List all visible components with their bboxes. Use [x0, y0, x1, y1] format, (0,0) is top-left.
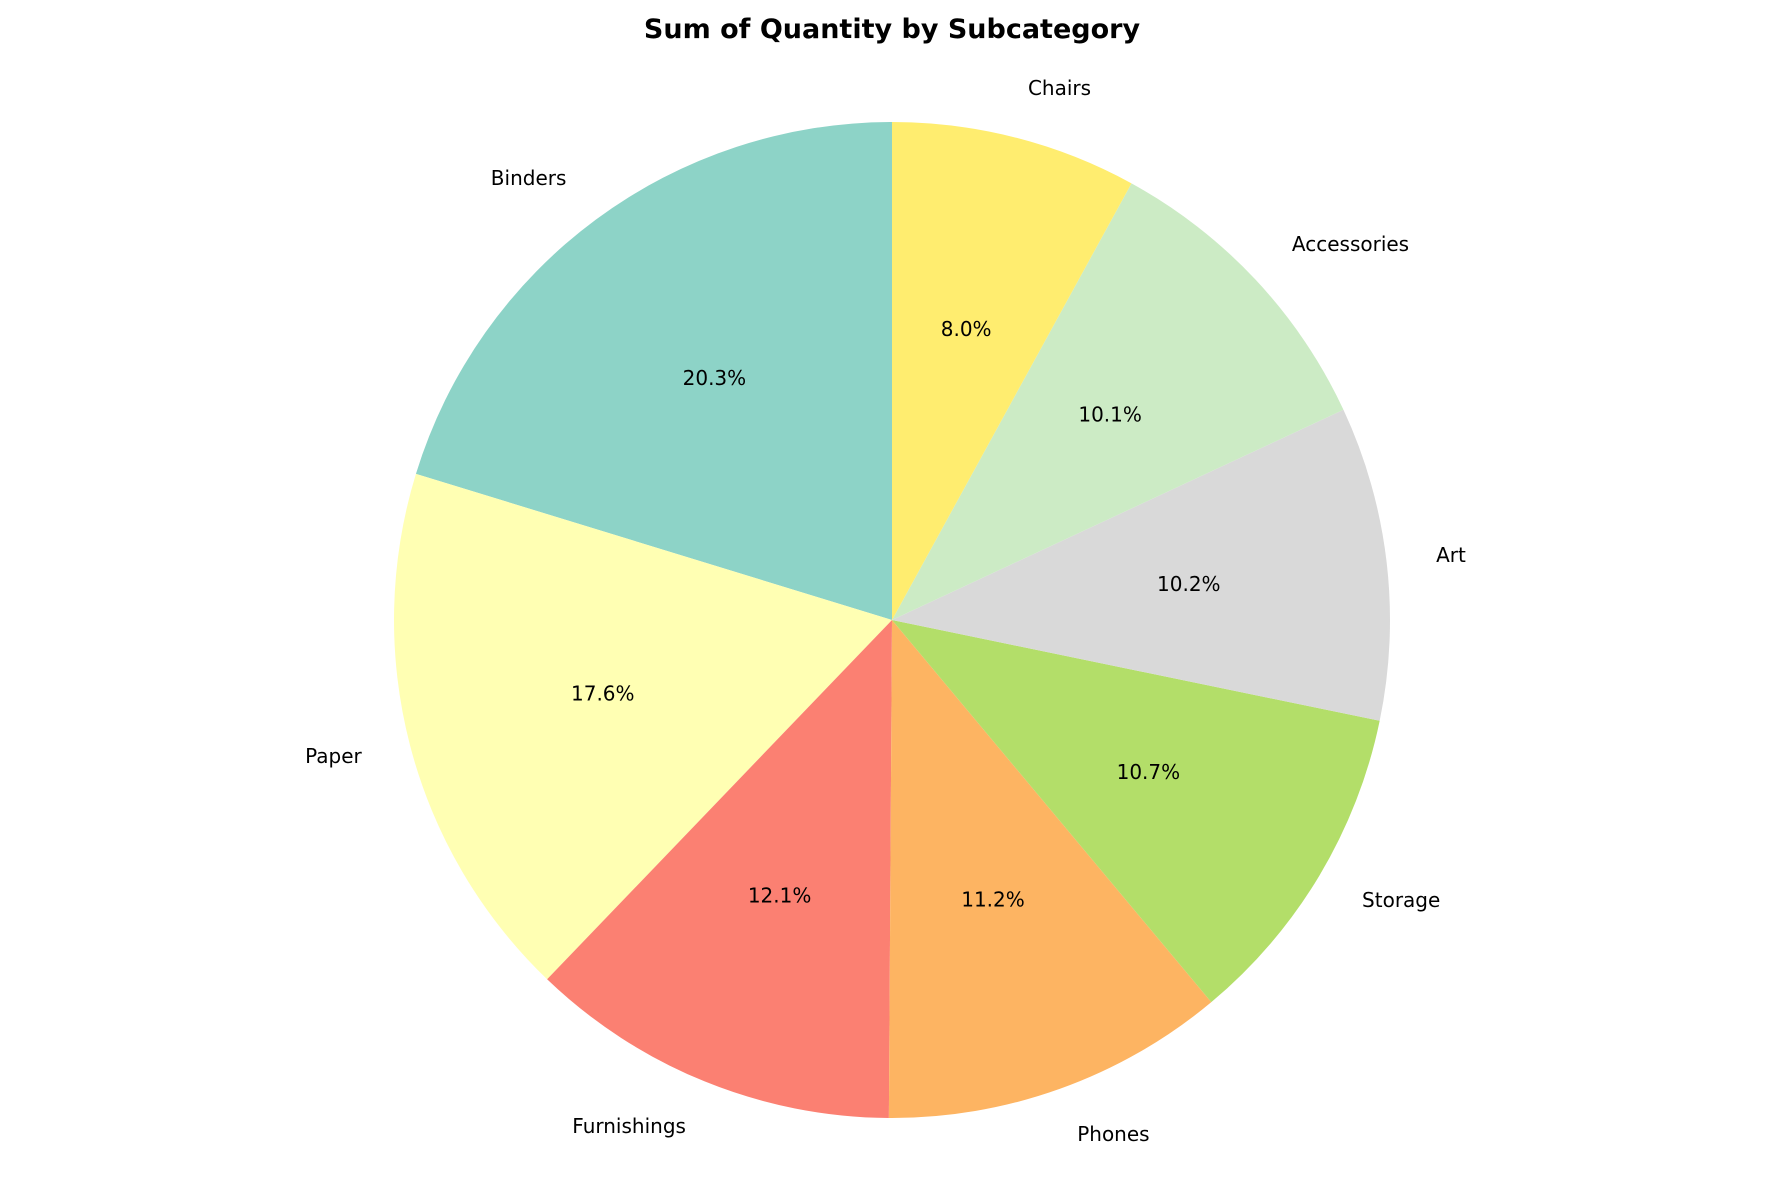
pct-label-furnishings: 12.1% — [748, 883, 812, 907]
pie-labels: Binders 20.3% Paper 17.6% Furnishings 12.1% Ph… — [305, 76, 1466, 1146]
pct-label-art: 10.2% — [1157, 572, 1221, 596]
slice-label-binders: Binders — [491, 166, 567, 190]
slice-label-furnishings: Furnishings — [572, 1114, 686, 1138]
pie-slice-chairs — [892, 122, 1132, 620]
pct-label-storage: 10.7% — [1117, 760, 1181, 784]
pie-slice-paper — [393, 473, 892, 980]
slice-label-phones: Phones — [1077, 1122, 1149, 1146]
pct-label-paper: 17.6% — [571, 682, 635, 706]
slice-label-paper: Paper — [305, 744, 362, 768]
pie-slice-accessories — [892, 183, 1344, 621]
chart-title: Sum of Quantity by Subcategory — [644, 14, 1141, 45]
pct-label-chairs: 8.0% — [941, 317, 992, 341]
pie-slice-art — [892, 409, 1390, 721]
slice-label-chairs: Chairs — [1028, 76, 1091, 100]
pct-label-accessories: 10.1% — [1078, 402, 1142, 426]
pie-slice-storage — [892, 620, 1380, 1003]
pie-slices — [393, 122, 1390, 1118]
slice-label-art: Art — [1436, 543, 1466, 567]
pct-label-binders: 20.3% — [683, 366, 747, 390]
slice-label-accessories: Accessories — [1292, 232, 1409, 256]
pct-label-phones: 11.2% — [961, 888, 1025, 912]
slice-label-storage: Storage — [1362, 888, 1440, 912]
pie-slice-binders — [415, 122, 892, 620]
pie-slice-furnishings — [547, 620, 892, 1118]
pie-slice-phones — [888, 620, 1212, 1118]
